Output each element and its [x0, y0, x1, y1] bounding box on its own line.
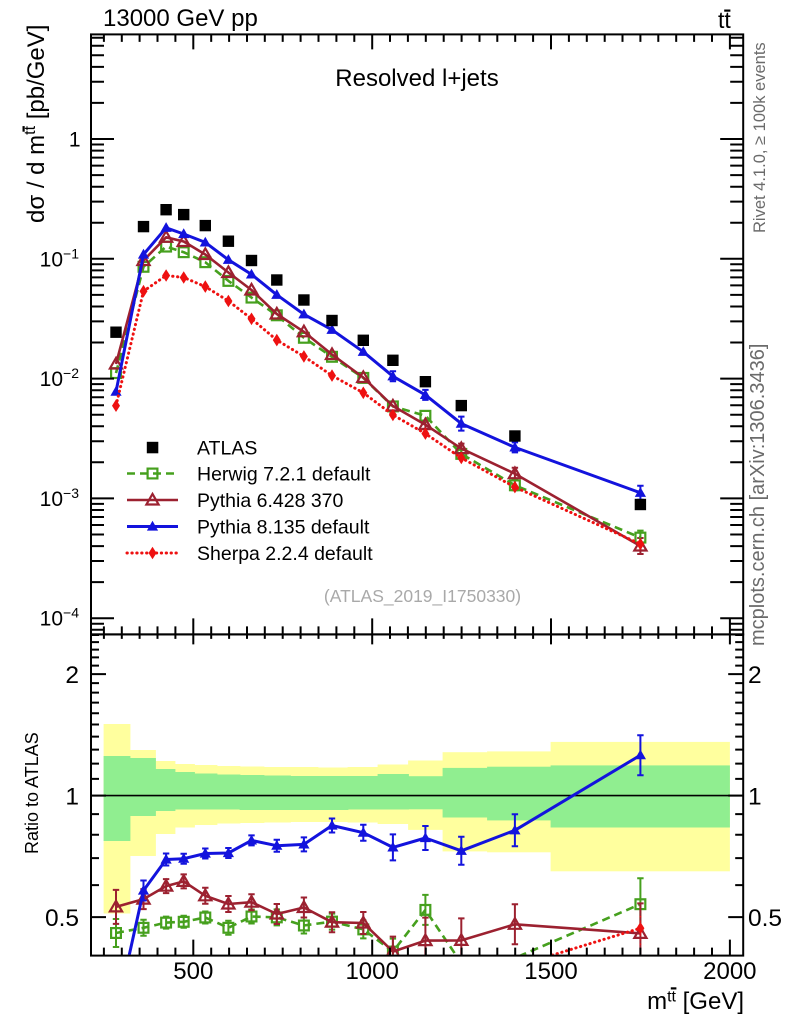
svg-text:(ATLAS_2019_I1750330): (ATLAS_2019_I1750330)	[324, 586, 521, 607]
svg-text:2: 2	[65, 662, 79, 689]
svg-text:500: 500	[173, 958, 213, 985]
svg-text:10−3: 10−3	[40, 485, 80, 511]
svg-text:13000 GeV pp: 13000 GeV pp	[103, 5, 258, 32]
svg-text:Rivet 4.1.0, ≥ 100k events: Rivet 4.1.0, ≥ 100k events	[751, 42, 769, 233]
svg-text:Herwig 7.2.1 default: Herwig 7.2.1 default	[197, 464, 371, 486]
svg-text:2000: 2000	[703, 958, 756, 985]
svg-text:1: 1	[65, 783, 79, 810]
svg-text:Resolved l+jets: Resolved l+jets	[335, 65, 498, 92]
svg-text:dσ / d mtt [pb/GeV]: dσ / d mtt [pb/GeV]	[22, 25, 50, 223]
svg-text:ATLAS: ATLAS	[197, 438, 257, 460]
svg-text:Pythia 8.135 default: Pythia 8.135 default	[197, 517, 370, 539]
svg-text:Sherpa 2.2.4 default: Sherpa 2.2.4 default	[197, 543, 373, 565]
svg-text:1500: 1500	[524, 958, 577, 985]
svg-text:10−1: 10−1	[40, 245, 80, 271]
svg-text:10−4: 10−4	[40, 605, 80, 631]
svg-text:0.5: 0.5	[748, 905, 782, 932]
svg-text:mcplots.cern.ch [arXiv:1306.34: mcplots.cern.ch [arXiv:1306.3436]	[747, 344, 769, 646]
svg-text:2: 2	[748, 662, 762, 689]
svg-text:1: 1	[748, 783, 762, 810]
svg-text:mtt [GeV]: mtt [GeV]	[647, 988, 744, 1015]
svg-text:1000: 1000	[345, 958, 398, 985]
svg-text:tt: tt	[718, 7, 731, 33]
svg-text:0.5: 0.5	[45, 905, 79, 932]
svg-text:Pythia 6.428 370: Pythia 6.428 370	[197, 490, 344, 512]
svg-text:1: 1	[69, 129, 81, 152]
svg-text:Ratio to ATLAS: Ratio to ATLAS	[22, 732, 42, 854]
